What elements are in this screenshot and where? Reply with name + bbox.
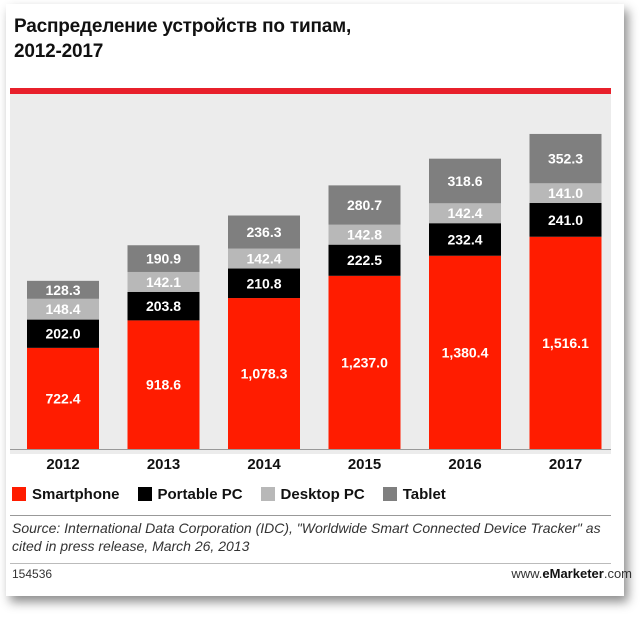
- bar-segment-portable-pc-2017: [529, 203, 602, 237]
- legend-label-tablet: Tablet: [402, 485, 446, 503]
- legend-label-portable-pc: Portable PC: [157, 485, 243, 503]
- bar-segment-desktop-pc-2016: [429, 203, 501, 224]
- data-label-desktop-pc-2014: 142.4: [246, 251, 281, 267]
- x-tick-label-2013: 2013: [147, 456, 180, 473]
- title-divider: [10, 88, 611, 94]
- legend-label-desktop-pc: Desktop PC: [280, 485, 365, 503]
- legend-item-tablet: Tablet: [382, 485, 446, 503]
- brand-name: eMarketer: [542, 566, 604, 581]
- data-label-tablet-2012: 128.3: [45, 282, 80, 298]
- x-tick-label-2017: 2017: [549, 456, 582, 473]
- data-label-tablet-2016: 318.6: [447, 173, 482, 189]
- brand-prefix: www.: [511, 566, 543, 581]
- data-label-portable-pc-2012: 202.0: [45, 326, 80, 342]
- bar-segment-desktop-pc-2015: [328, 224, 401, 245]
- bar-segment-tablet-2013: [127, 245, 200, 272]
- data-label-smartphone-2012: 722.4: [45, 390, 80, 406]
- data-label-desktop-pc-2015: 142.8: [347, 227, 382, 243]
- bar-segment-desktop-pc-2014: [228, 248, 300, 269]
- data-label-portable-pc-2013: 203.8: [146, 298, 181, 314]
- data-label-tablet-2017: 352.3: [548, 151, 583, 167]
- bar-segment-portable-pc-2014: [228, 268, 300, 299]
- legend-label-smartphone: Smartphone: [32, 485, 120, 503]
- bar-segment-tablet-2014: [228, 215, 300, 249]
- source-note: Source: International Data Corporation (…: [12, 520, 601, 554]
- data-label-smartphone-2015: 1,237.0: [341, 354, 388, 370]
- data-label-portable-pc-2016: 232.4: [447, 231, 482, 247]
- chart-id: 154536: [12, 567, 53, 581]
- bar-segment-desktop-pc-2013: [127, 271, 200, 292]
- x-tick-label-2014: 2014: [247, 456, 281, 473]
- bar-segment-portable-pc-2012: [27, 319, 99, 348]
- data-label-desktop-pc-2012: 148.4: [45, 301, 80, 317]
- bar-segment-tablet-2017: [529, 133, 602, 184]
- bar-segment-smartphone-2017: [529, 236, 602, 449]
- bar-segment-smartphone-2015: [328, 275, 401, 449]
- data-label-desktop-pc-2017: 141.0: [548, 185, 583, 201]
- bar-segment-tablet-2012: [27, 280, 99, 299]
- data-label-smartphone-2013: 918.6: [146, 377, 181, 393]
- data-label-portable-pc-2015: 222.5: [347, 252, 382, 268]
- bar-segment-portable-pc-2016: [429, 223, 501, 256]
- footer-divider: [10, 563, 611, 564]
- plot-background: [10, 94, 611, 454]
- x-tick-label-2015: 2015: [348, 456, 381, 473]
- bar-segment-desktop-pc-2017: [529, 183, 602, 204]
- bar-segment-smartphone-2014: [228, 298, 300, 449]
- x-tick-label-2012: 2012: [46, 456, 79, 473]
- legend-item-portable-pc: Portable PC: [137, 485, 243, 503]
- legend-swatch-desktop-pc: [260, 487, 275, 501]
- bar-segment-desktop-pc-2012: [27, 298, 99, 320]
- brand-link[interactable]: www.eMarketer.com: [511, 566, 632, 581]
- bar-segment-smartphone-2013: [127, 320, 200, 449]
- data-label-smartphone-2016: 1,380.4: [442, 344, 489, 360]
- brand-suffix: .com: [603, 566, 632, 581]
- bar-segment-tablet-2016: [429, 158, 501, 204]
- legend-item-desktop-pc: Desktop PC: [260, 485, 365, 503]
- bar-segment-tablet-2015: [328, 185, 401, 225]
- legend-swatch-smartphone: [12, 487, 26, 501]
- bar-segment-portable-pc-2013: [127, 291, 200, 321]
- data-label-tablet-2014: 236.3: [246, 224, 281, 240]
- legend-swatch-portable-pc: [137, 487, 152, 501]
- title-line-1: Распределение устройств по типам,: [14, 16, 352, 37]
- data-label-smartphone-2017: 1,516.1: [542, 335, 589, 351]
- legend-item-smartphone: Smartphone: [12, 486, 120, 503]
- chart-legend: Smartphone Portable PC Desktop PC Tablet: [12, 484, 464, 504]
- source-divider: [10, 515, 611, 516]
- x-tick-label-2016: 2016: [448, 456, 481, 473]
- title-line-2: 2012-2017: [14, 41, 104, 62]
- data-label-portable-pc-2014: 210.8: [246, 275, 281, 291]
- data-label-desktop-pc-2016: 142.4: [447, 205, 482, 221]
- legend-swatch-tablet: [382, 487, 397, 501]
- bar-segment-smartphone-2016: [429, 255, 501, 449]
- data-label-tablet-2013: 190.9: [146, 251, 181, 267]
- data-label-tablet-2015: 280.7: [347, 197, 382, 213]
- data-label-portable-pc-2017: 241.0: [548, 212, 583, 228]
- page-title: Распределение устройств по типам, 2012-2…: [14, 14, 351, 64]
- data-label-smartphone-2014: 1,078.3: [241, 366, 288, 382]
- bar-segment-smartphone-2012: [27, 347, 99, 449]
- data-label-desktop-pc-2013: 142.1: [146, 274, 181, 290]
- bar-segment-portable-pc-2015: [328, 244, 401, 276]
